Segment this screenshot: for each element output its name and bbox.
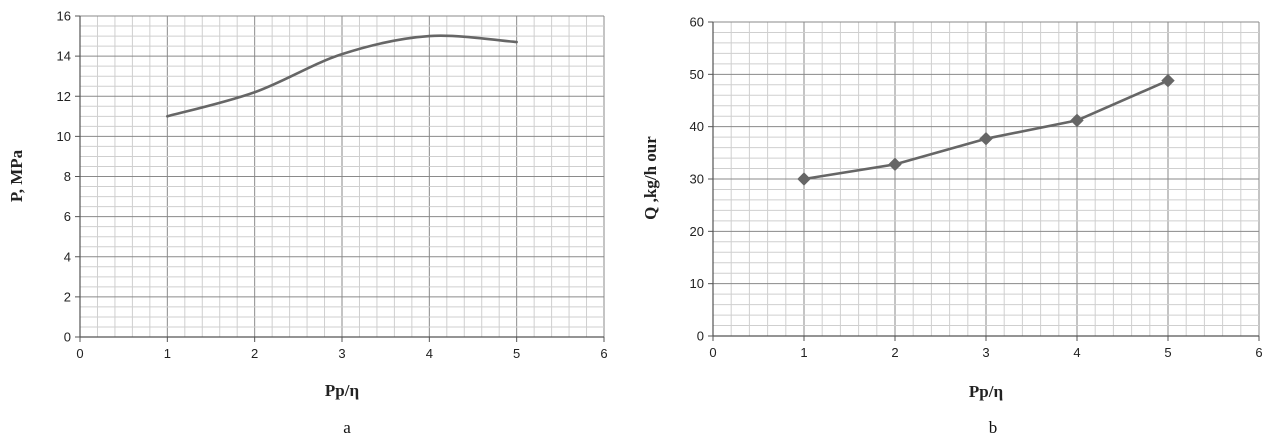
- x-tick-label: 5: [1164, 345, 1171, 360]
- x-tick-label: 5: [513, 346, 520, 361]
- y-tick-label: 10: [690, 276, 704, 291]
- series-line: [166, 34, 518, 118]
- data-point-marker: [797, 172, 811, 186]
- grid: [712, 21, 1260, 337]
- data-point-marker: [1070, 113, 1084, 128]
- y-tick-label: 14: [57, 49, 71, 64]
- x-axis-title: Pp/η: [325, 381, 359, 400]
- y-tick-label: 60: [690, 15, 704, 30]
- y-tick-label: 0: [697, 329, 704, 344]
- x-axis-title: Pp/η: [969, 382, 1003, 401]
- y-tick-label: 10: [57, 129, 71, 144]
- x-tick-label: 6: [1255, 345, 1262, 360]
- y-tick-label: 4: [64, 249, 71, 264]
- y-tick-label: 16: [57, 9, 71, 24]
- y-tick-label: 8: [64, 169, 71, 184]
- x-tick-label: 3: [982, 345, 989, 360]
- y-axis-title: Q ,kg/h our: [641, 136, 660, 220]
- x-tick-label: 3: [338, 346, 345, 361]
- data-point-marker: [979, 131, 993, 146]
- y-tick-label: 0: [64, 330, 71, 345]
- x-tick-label: 4: [426, 346, 433, 361]
- y-axis-title: P, MPa: [7, 149, 26, 202]
- x-tick-label: 1: [164, 346, 171, 361]
- x-tick-label: 0: [76, 346, 83, 361]
- y-tick-label: 50: [690, 67, 704, 82]
- data-point-marker: [1161, 73, 1175, 88]
- x-tick-label: 0: [709, 345, 716, 360]
- y-tick-label: 20: [690, 224, 704, 239]
- grid: [79, 15, 605, 338]
- y-tick-label: 40: [690, 119, 704, 134]
- x-tick-label: 6: [600, 346, 607, 361]
- y-tick-label: 30: [690, 172, 704, 187]
- y-tick-label: 2: [64, 289, 71, 304]
- x-tick-label: 2: [251, 346, 258, 361]
- data-point-marker: [888, 157, 902, 172]
- panel-label: a: [343, 418, 351, 437]
- x-tick-label: 2: [891, 345, 898, 360]
- panel-label: b: [989, 418, 998, 437]
- y-tick-label: 12: [57, 89, 71, 104]
- x-tick-label: 4: [1073, 345, 1080, 360]
- y-tick-label: 6: [64, 209, 71, 224]
- x-tick-label: 1: [800, 345, 807, 360]
